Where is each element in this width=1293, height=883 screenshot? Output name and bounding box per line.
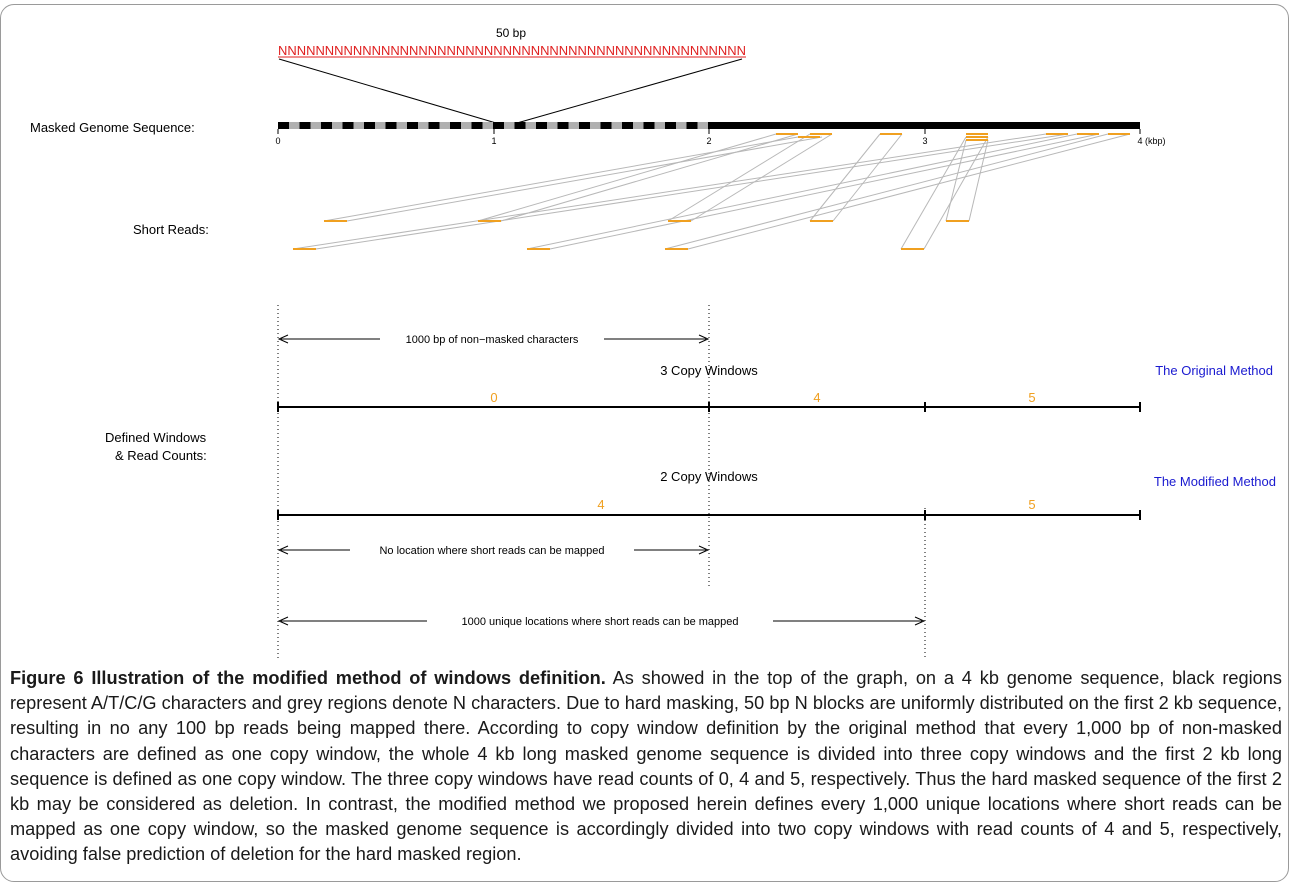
axis-tick-label-4: 4 bbox=[1137, 136, 1142, 146]
modified-read-count-2: 5 bbox=[1028, 497, 1035, 512]
arrowhead-right bbox=[698, 545, 710, 555]
figure-caption: Figure 6 Illustration of the modified me… bbox=[10, 666, 1282, 868]
read-mapping-line bbox=[923, 136, 989, 250]
genome-bar-base bbox=[278, 122, 1140, 129]
masked-n-block bbox=[611, 122, 622, 129]
modified-windows-bar: 4 5 bbox=[277, 497, 1141, 520]
axis-unit-label: (kbp) bbox=[1145, 136, 1166, 146]
span-arrow-unique-locations: 1000 unique locations where short reads … bbox=[277, 616, 926, 628]
read-mapping-line bbox=[500, 133, 799, 222]
read-mapping-line bbox=[945, 139, 967, 222]
masked-n-block bbox=[396, 122, 407, 129]
axis-tick-label-3: 3 bbox=[922, 136, 927, 146]
masked-n-block bbox=[353, 122, 364, 129]
span-label-unique: 1000 unique locations where short reads … bbox=[461, 616, 738, 628]
axis-tick-label-2: 2 bbox=[706, 136, 711, 146]
read-mapping-line bbox=[526, 133, 1078, 250]
short-read-marks bbox=[293, 220, 969, 250]
zoom-line-right bbox=[516, 58, 743, 124]
read-mapping-line bbox=[315, 133, 1069, 250]
modified-windows-title: 2 Copy Windows bbox=[660, 469, 758, 484]
arrowhead-right bbox=[914, 616, 926, 626]
masked-n-block bbox=[590, 122, 601, 129]
masked-n-block bbox=[289, 122, 300, 129]
masked-n-block bbox=[439, 122, 450, 129]
span-label-non-masked: 1000 bp of non−masked characters bbox=[406, 334, 579, 346]
span-arrow-no-location: No location where short reads can be map… bbox=[277, 545, 710, 557]
n-block-sequence: NNNNNNNNNNNNNNNNNNNNNNNNNNNNNNNNNNNNNNNN… bbox=[278, 43, 746, 58]
windows-definition-diagram: 50 bp NNNNNNNNNNNNNNNNNNNNNNNNNNNNNNNNNN… bbox=[30, 26, 1276, 660]
original-read-count-2: 4 bbox=[813, 390, 820, 405]
read-mapping-line bbox=[346, 136, 823, 222]
mapped-read-marks bbox=[776, 133, 1130, 141]
read-mapping-line bbox=[900, 136, 967, 250]
caption-title: Figure 6 Illustration of the modified me… bbox=[10, 668, 606, 688]
original-windows-bar: 0 4 5 bbox=[277, 390, 1141, 412]
read-mapping-line bbox=[477, 133, 777, 222]
original-read-count-3: 5 bbox=[1028, 390, 1035, 405]
read-mapping-line bbox=[667, 133, 811, 222]
masked-n-block bbox=[375, 122, 386, 129]
read-mapping-line bbox=[664, 133, 1109, 250]
masked-n-block bbox=[568, 122, 579, 129]
read-mapping-line bbox=[292, 133, 1047, 250]
read-mapping-lines bbox=[292, 133, 1131, 250]
original-method-label: The Original Method bbox=[1155, 363, 1273, 378]
zoom-line-left bbox=[278, 58, 497, 124]
masked-n-block bbox=[332, 122, 343, 129]
masked-n-block bbox=[418, 122, 429, 129]
masked-n-block bbox=[633, 122, 644, 129]
short-reads-label: Short Reads: bbox=[133, 222, 209, 237]
original-read-count-1: 0 bbox=[490, 390, 497, 405]
n-block-size-label: 50 bp bbox=[496, 26, 526, 40]
masked-genome-label: Masked Genome Sequence: bbox=[30, 120, 195, 135]
masked-n-block bbox=[461, 122, 472, 129]
arrowhead-left bbox=[277, 545, 289, 555]
genome-bar bbox=[278, 122, 1140, 129]
axis-tick-label-1: 1 bbox=[491, 136, 496, 146]
span-label-no-location: No location where short reads can be map… bbox=[379, 545, 604, 557]
read-mapping-line bbox=[968, 139, 989, 222]
modified-method-label: The Modified Method bbox=[1154, 474, 1276, 489]
caption-body: As showed in the top of the graph, on a … bbox=[10, 668, 1282, 865]
arrowhead-left bbox=[277, 334, 289, 344]
masked-n-block bbox=[482, 122, 493, 129]
masked-n-block bbox=[547, 122, 558, 129]
arrowhead-right bbox=[698, 334, 710, 344]
axis-tick-label-0: 0 bbox=[275, 136, 280, 146]
masked-n-block bbox=[504, 122, 515, 129]
figure-border bbox=[0, 4, 1289, 882]
masked-n-block bbox=[310, 122, 321, 129]
read-counts-label: & Read Counts: bbox=[115, 448, 207, 463]
defined-windows-label: Defined Windows bbox=[105, 430, 207, 445]
arrowhead-left bbox=[277, 616, 289, 626]
masked-n-block bbox=[654, 122, 665, 129]
masked-n-block bbox=[676, 122, 687, 129]
read-mapping-line bbox=[809, 133, 881, 222]
read-mapping-line bbox=[687, 133, 1131, 250]
masked-n-block bbox=[525, 122, 536, 129]
genome-axis: 0 1 2 3 4 (kbp) bbox=[275, 129, 1166, 146]
masked-n-blocks bbox=[289, 122, 708, 129]
masked-n-block bbox=[697, 122, 708, 129]
span-arrow-non-masked: 1000 bp of non−masked characters bbox=[277, 334, 710, 346]
read-mapping-line bbox=[549, 133, 1100, 250]
modified-read-count-1: 4 bbox=[597, 497, 604, 512]
original-windows-title: 3 Copy Windows bbox=[660, 363, 758, 378]
